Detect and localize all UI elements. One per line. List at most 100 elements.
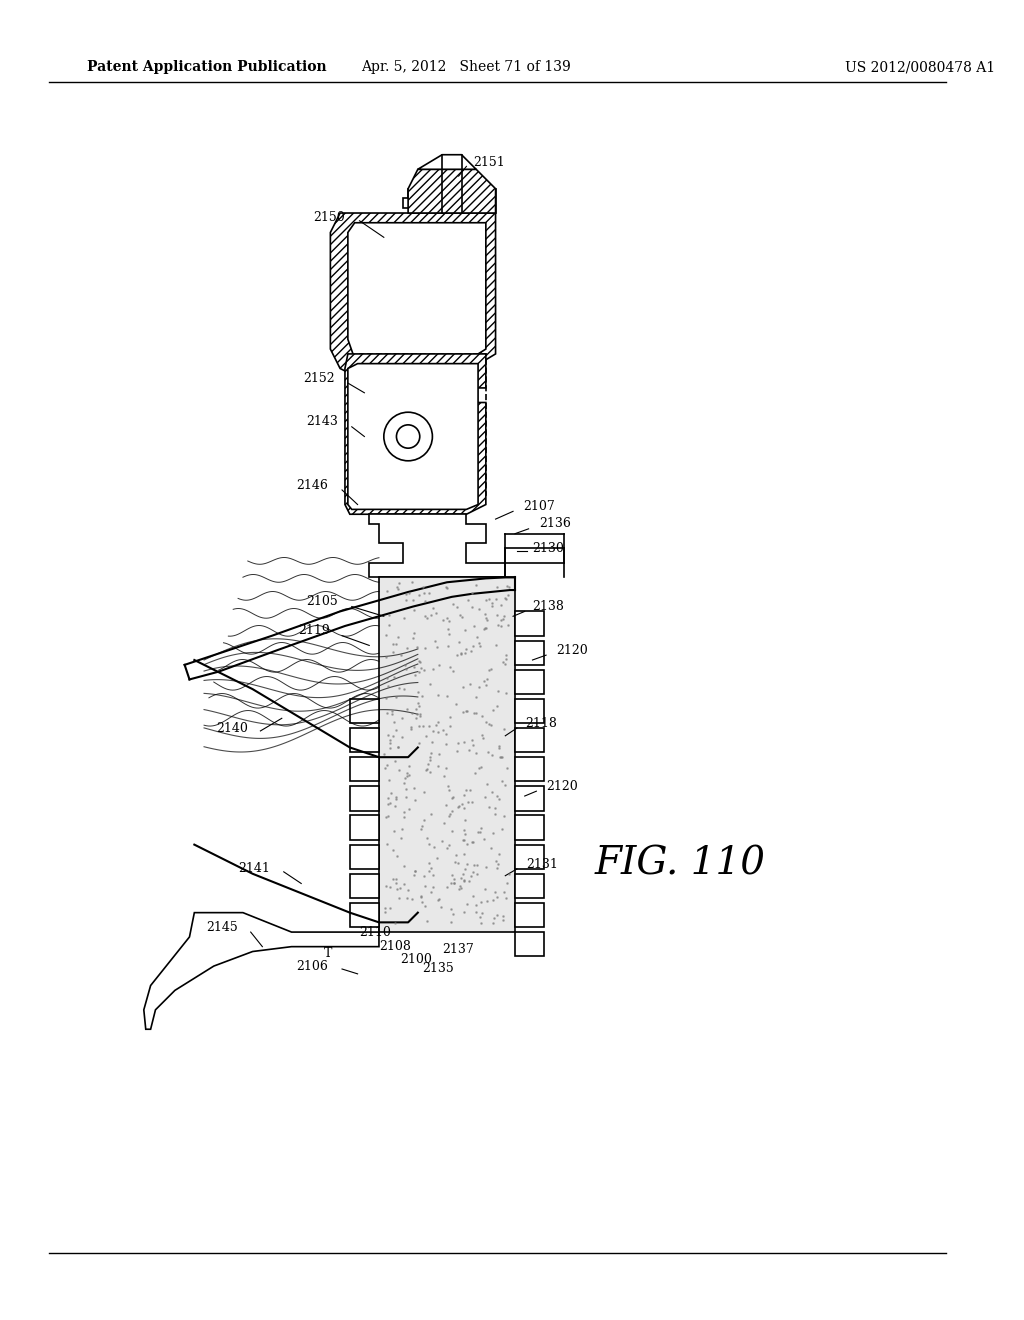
Bar <box>515 903 544 927</box>
Point <box>452 878 468 899</box>
Point <box>396 772 413 793</box>
Point <box>423 858 439 879</box>
Text: 2141: 2141 <box>239 862 270 875</box>
Point <box>381 605 397 626</box>
Point <box>380 770 396 791</box>
Point <box>477 603 494 624</box>
Point <box>490 680 507 701</box>
Point <box>416 582 432 603</box>
Point <box>387 686 403 708</box>
Bar <box>515 787 544 810</box>
Point <box>438 577 455 598</box>
Point <box>425 876 441 898</box>
Point <box>399 638 416 659</box>
Point <box>468 902 484 923</box>
Point <box>417 875 433 896</box>
Point <box>441 715 458 737</box>
Point <box>493 747 509 768</box>
Point <box>379 668 395 689</box>
Point <box>464 861 480 882</box>
Point <box>455 677 471 698</box>
Point <box>460 590 476 611</box>
Point <box>390 578 407 599</box>
Point <box>486 797 503 818</box>
Point <box>395 607 412 628</box>
Text: 2119: 2119 <box>299 624 331 638</box>
Point <box>384 704 400 725</box>
Point <box>463 866 479 887</box>
Point <box>393 818 410 840</box>
Point <box>417 638 433 659</box>
Point <box>447 694 464 715</box>
Point <box>386 711 402 733</box>
Point <box>499 758 515 779</box>
Point <box>395 874 412 895</box>
Point <box>466 854 482 875</box>
Point <box>421 853 437 874</box>
Point <box>404 702 421 723</box>
Polygon shape <box>331 198 496 388</box>
Point <box>496 606 512 627</box>
Point <box>464 730 480 751</box>
Point <box>441 805 458 826</box>
Point <box>478 618 495 639</box>
Point <box>413 705 429 726</box>
Point <box>466 702 482 723</box>
Point <box>398 779 415 800</box>
Point <box>484 822 501 843</box>
Point <box>420 754 436 775</box>
Point <box>501 585 517 606</box>
Point <box>403 888 420 909</box>
Point <box>447 845 464 866</box>
Point <box>458 639 474 660</box>
Point <box>406 623 422 644</box>
Point <box>415 715 431 737</box>
Point <box>459 853 475 874</box>
Point <box>419 828 435 849</box>
Point <box>391 887 408 908</box>
Point <box>426 837 442 858</box>
Point <box>467 686 483 708</box>
Point <box>495 771 511 792</box>
Point <box>489 854 506 875</box>
Point <box>378 807 394 828</box>
Point <box>498 644 514 665</box>
Text: 2137: 2137 <box>442 942 474 956</box>
Bar <box>350 787 379 810</box>
Point <box>378 875 394 896</box>
Point <box>459 700 475 721</box>
Point <box>380 676 396 697</box>
Point <box>498 587 514 609</box>
Point <box>477 711 494 733</box>
Point <box>411 661 427 682</box>
Point <box>431 655 447 676</box>
Point <box>440 636 457 657</box>
Point <box>493 747 509 768</box>
Point <box>388 634 404 655</box>
Point <box>412 704 428 725</box>
Point <box>465 832 481 853</box>
Point <box>389 626 406 647</box>
Point <box>422 750 438 771</box>
Point <box>457 619 473 640</box>
Point <box>397 659 414 680</box>
Point <box>498 887 514 908</box>
Point <box>483 714 500 735</box>
Point <box>413 657 429 678</box>
Point <box>399 766 416 787</box>
Point <box>458 779 474 800</box>
Point <box>456 820 472 841</box>
Point <box>441 657 458 678</box>
Point <box>413 818 429 840</box>
Point <box>451 796 467 817</box>
Point <box>387 796 403 817</box>
Point <box>421 833 437 854</box>
Point <box>442 899 459 920</box>
Point <box>435 813 452 834</box>
Point <box>411 585 427 606</box>
Point <box>425 865 441 886</box>
Point <box>459 834 475 855</box>
Point <box>407 865 423 886</box>
Point <box>387 789 403 810</box>
Point <box>381 729 397 750</box>
